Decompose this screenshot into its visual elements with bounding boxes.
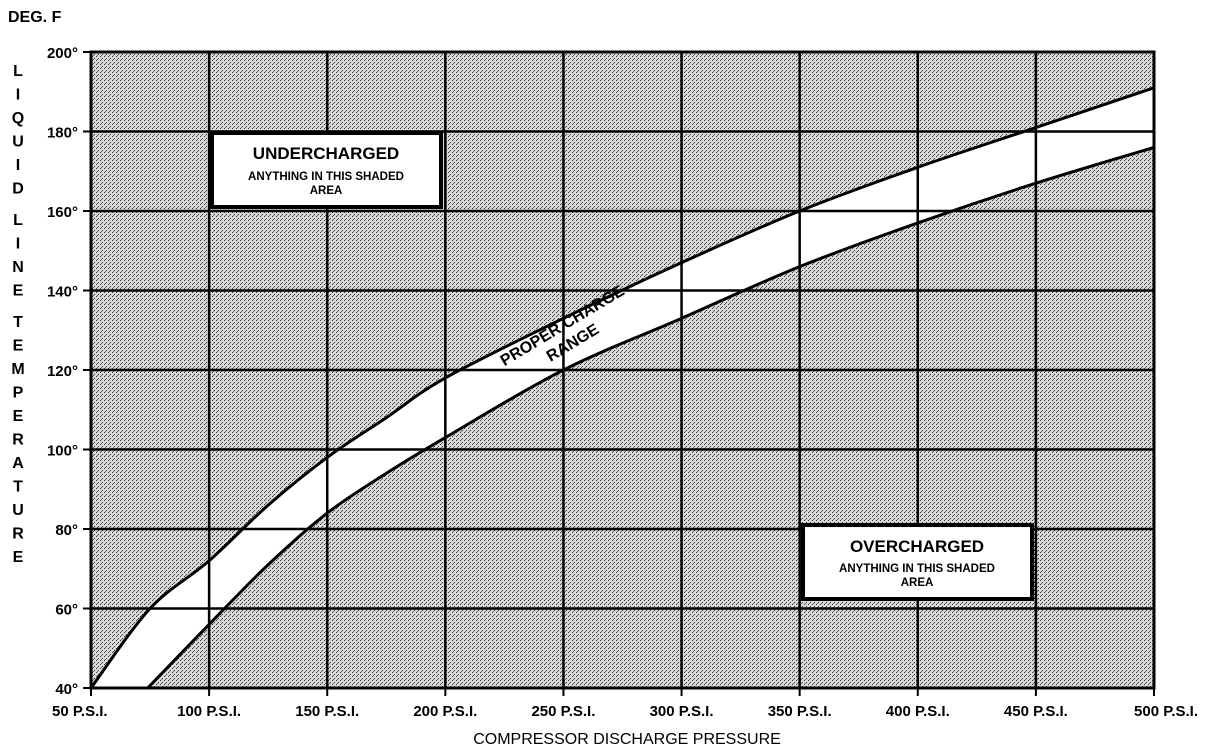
y-axis-title-letter: P: [13, 385, 24, 402]
x-tick-label: 100 P.S.I.: [177, 703, 241, 720]
x-tick-label: 150 P.S.I.: [295, 703, 359, 720]
y-axis-title-letter: E: [13, 338, 24, 355]
x-axis-title: COMPRESSOR DISCHARGE PRESSURE: [473, 731, 781, 748]
x-tick-label: 200 P.S.I.: [413, 703, 477, 720]
x-tick-label: 450 P.S.I.: [1004, 703, 1068, 720]
y-axis-title-letter: E: [13, 549, 24, 566]
y-axis-title-letter: E: [13, 283, 24, 300]
y-axis-title-letter: T: [13, 314, 23, 331]
undercharged-title: UNDERCHARGED: [253, 144, 399, 163]
y-axis-title-letter: Q: [12, 110, 24, 127]
y-axis-title-letter: U: [12, 134, 24, 151]
y-axis-title-letter: L: [13, 63, 23, 80]
overcharged-line1: ANYTHING IN THIS SHADED: [839, 563, 995, 575]
overcharged-box: OVERCHARGED ANYTHING IN THIS SHADED AREA: [801, 523, 1034, 601]
proper-charge-band: [91, 87, 1154, 688]
y-axis-title-letter: R: [12, 526, 24, 543]
x-tick-label: 400 P.S.I.: [886, 703, 950, 720]
y-tick-label: 40°: [55, 681, 78, 698]
y-axis-title-letter: I: [16, 87, 20, 104]
y-axis-title-letter: E: [13, 408, 24, 425]
y-axis-title-letter: A: [12, 455, 24, 472]
undercharged-line2: AREA: [310, 185, 343, 197]
y-axis-title-letter: M: [11, 361, 24, 378]
y-tick-label: 140°: [47, 284, 78, 301]
y-tick-label: 80°: [55, 522, 78, 539]
y-axis-title-letter: I: [16, 157, 20, 174]
y-axis-title-letter: T: [13, 479, 23, 496]
x-tick-label: 350 P.S.I.: [768, 703, 832, 720]
lower-boundary-line: [146, 145, 1154, 688]
undercharged-line1: ANYTHING IN THIS SHADED: [248, 171, 404, 183]
y-axis-title-letter: N: [12, 259, 24, 276]
y-tick-label: 100°: [47, 443, 78, 460]
y-axis-title-letter: I: [16, 236, 20, 253]
y-axis-title-letter: R: [12, 432, 24, 449]
y-tick-label: 180°: [47, 125, 78, 142]
overcharged-line2: AREA: [901, 577, 934, 589]
x-tick-label: 250 P.S.I.: [531, 703, 595, 720]
y-tick-label: 120°: [47, 363, 78, 380]
overcharged-title: OVERCHARGED: [850, 537, 984, 556]
undercharged-box: UNDERCHARGED ANYTHING IN THIS SHADED ARE…: [210, 131, 443, 209]
y-tick-label: 160°: [47, 204, 78, 221]
y-tick-label: 60°: [55, 602, 78, 619]
y-axis-title-letter: D: [12, 181, 24, 198]
y-axis-title-letter: L: [13, 212, 23, 229]
y-unit-label: DEG. F: [8, 9, 62, 26]
y-tick-label: 200°: [47, 45, 78, 62]
x-tick-label: 50 P.S.I.: [52, 703, 108, 720]
upper-boundary-line: [91, 86, 1154, 688]
x-tick-label: 300 P.S.I.: [650, 703, 714, 720]
x-tick-label: 500 P.S.I.: [1134, 703, 1198, 720]
y-axis-title-letter: U: [12, 502, 24, 519]
